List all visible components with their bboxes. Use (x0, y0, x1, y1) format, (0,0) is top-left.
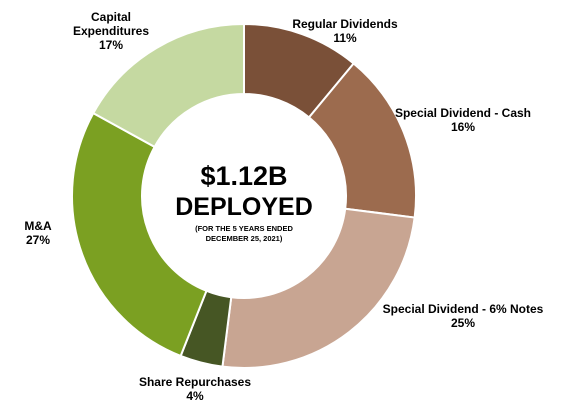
slice-value-label: 16% (451, 120, 475, 134)
center-headline: DEPLOYED (175, 193, 313, 221)
slice-label-text: M&A (24, 219, 52, 233)
slice-5 (91, 22, 245, 149)
slice-label-text: Expenditures (73, 24, 149, 38)
center-text: $1.12B DEPLOYED (FOR THE 5 YEARS ENDED D… (175, 161, 313, 243)
center-amount: $1.12B (200, 161, 287, 191)
slice-label-text: Share Repurchases (139, 375, 251, 389)
slice-value-label: 17% (99, 38, 123, 52)
slice-label-text: Regular Dividends (292, 17, 398, 31)
slice-4 (71, 111, 208, 358)
center-note-line-1: (FOR THE 5 YEARS ENDED (195, 224, 293, 233)
slice-value-label: 4% (186, 389, 204, 403)
slice-label-4: M&A27% (24, 219, 52, 247)
slice-value-label: 27% (26, 233, 50, 247)
slice-label-text: Capital (91, 10, 131, 24)
slice-value-label: 11% (333, 31, 357, 45)
donut-slices (71, 22, 417, 369)
slice-label-text: Special Dividend - 6% Notes (383, 302, 544, 316)
slice-label-text: Special Dividend - Cash (395, 106, 531, 120)
center-note-line-2: DECEMBER 25, 2021) (206, 234, 283, 243)
slice-2 (221, 207, 416, 369)
slice-value-label: 25% (451, 316, 475, 330)
